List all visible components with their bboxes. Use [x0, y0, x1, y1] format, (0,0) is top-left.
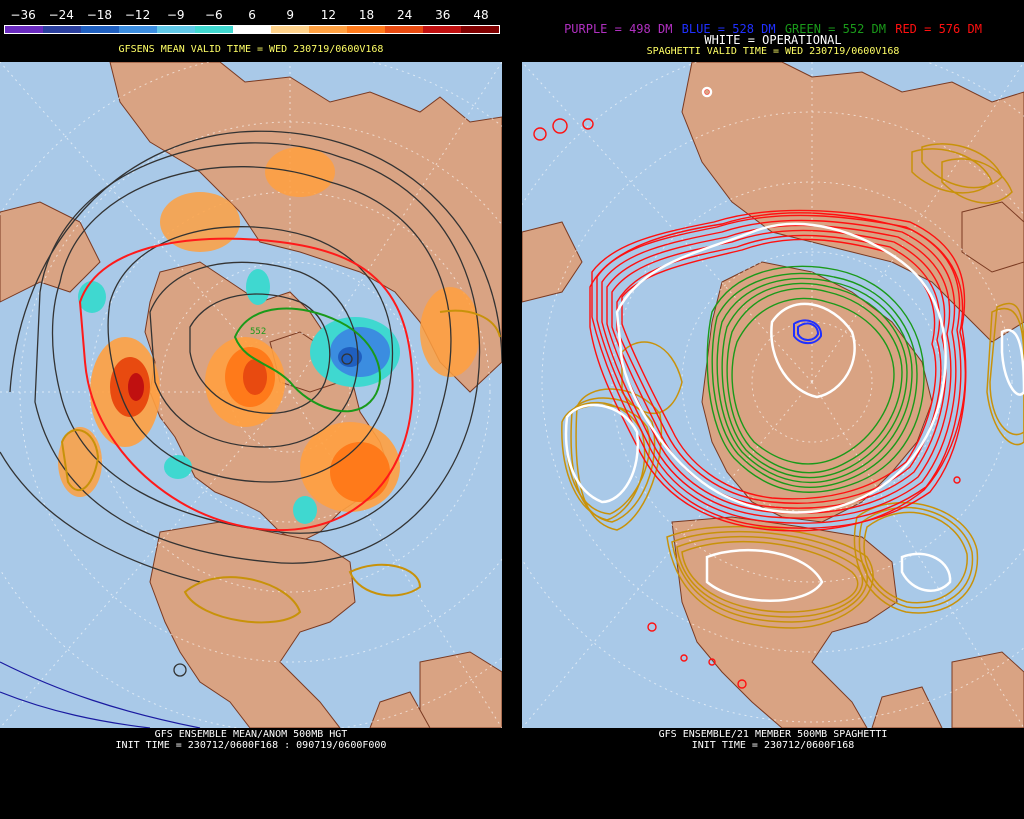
scale-label: −36	[10, 8, 36, 22]
init-time: INIT TIME = 230712/0600F168	[691, 740, 855, 751]
chart-title: GFS ENSEMBLE/21 MEMBER 500MB SPAGHETTI	[658, 729, 888, 740]
scale-swatch	[43, 26, 81, 33]
height-contours	[0, 130, 502, 728]
anomaly-color-scale	[4, 25, 500, 34]
scale-label: −6	[205, 8, 223, 22]
scale-swatch	[461, 26, 499, 33]
anomaly-map: 552	[0, 62, 502, 728]
scale-swatch	[385, 26, 423, 33]
legend-white: WHITE = OPERATIONAL	[704, 33, 842, 47]
scale-label: 24	[397, 8, 413, 22]
scale-swatch	[119, 26, 157, 33]
scale-label: 36	[435, 8, 451, 22]
scale-label: 9	[286, 8, 294, 22]
scale-label: 6	[248, 8, 256, 22]
scale-label: −18	[86, 8, 113, 22]
spaghetti-map-svg	[522, 62, 1024, 728]
scale-swatch	[81, 26, 119, 33]
blue-spaghetti	[793, 319, 823, 345]
legend-red: RED = 576 DM	[895, 22, 982, 36]
scale-label: −24	[48, 8, 74, 22]
valid-time-header: GFSENS MEAN VALID TIME = WED 230719/0600…	[118, 44, 384, 55]
graticule	[0, 62, 502, 728]
scale-swatch	[157, 26, 195, 33]
scale-swatch	[347, 26, 385, 33]
scale-swatch	[271, 26, 309, 33]
ensemble-mean-panel: −36 −24 −18 −12 −9 −6 6 9 12 18 24 36 48…	[0, 0, 502, 819]
legend-purple: PURPLE = 498 DM	[564, 22, 673, 36]
scale-label: −9	[166, 8, 185, 22]
panel-divider	[502, 0, 522, 819]
chart-title: GFS ENSEMBLE MEAN/ANOM 500MB HGT	[154, 729, 348, 740]
spaghetti-map	[522, 62, 1024, 728]
contour-color-legend: PURPLE = 498 DM BLUE = 528 DM GREEN = 55…	[522, 22, 1024, 36]
anomaly-fills	[58, 147, 480, 524]
operational-contours	[564, 86, 1024, 602]
scale-label: 48	[473, 8, 489, 22]
legend-green: GREEN = 552 DM	[784, 22, 886, 36]
legend-blue: BLUE = 528 DM	[681, 22, 776, 36]
scale-label: 12	[320, 8, 336, 22]
polar-map-svg: 552	[0, 62, 502, 728]
scale-swatch	[233, 26, 271, 33]
scale-swatch	[195, 26, 233, 33]
scale-swatch	[5, 26, 43, 33]
green-spaghetti	[706, 265, 925, 493]
scale-swatch	[309, 26, 347, 33]
scale-swatch	[423, 26, 461, 33]
scale-label: −12	[124, 8, 151, 22]
valid-time-header: SPAGHETTI VALID TIME = WED 230719/0600V1…	[646, 46, 900, 57]
init-time: INIT TIME = 230712/0600F168 : 090719/060…	[115, 740, 387, 751]
contour-label: 552	[250, 327, 266, 337]
spaghetti-panel: PURPLE = 498 DM BLUE = 528 DM GREEN = 55…	[522, 0, 1024, 819]
gold-spaghetti	[561, 143, 1024, 629]
anomaly-scale-labels: −36 −24 −18 −12 −9 −6 6 9 12 18 24 36 48	[4, 8, 500, 22]
scale-label: 18	[358, 8, 375, 22]
